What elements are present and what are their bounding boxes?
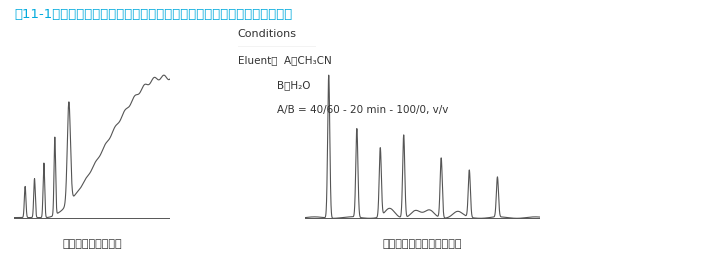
Text: 特級アセトニトリル: 特級アセトニトリル bbox=[62, 239, 122, 249]
Text: 図11‑1　溶媒のグレードとグラジエント分析におけるベースラインの関係: 図11‑1 溶媒のグレードとグラジエント分析におけるベースラインの関係 bbox=[14, 8, 293, 21]
Text: Conditions: Conditions bbox=[238, 29, 297, 39]
Text: B）H₂O: B）H₂O bbox=[238, 80, 310, 90]
Text: ＨＰＬＣ用アセトニトリル: ＨＰＬＣ用アセトニトリル bbox=[383, 239, 462, 249]
Text: A/B = 40/60 - 20 min - 100/0, v/v: A/B = 40/60 - 20 min - 100/0, v/v bbox=[238, 105, 448, 115]
Text: Eluent：  A）CH₃CN: Eluent： A）CH₃CN bbox=[238, 55, 332, 65]
